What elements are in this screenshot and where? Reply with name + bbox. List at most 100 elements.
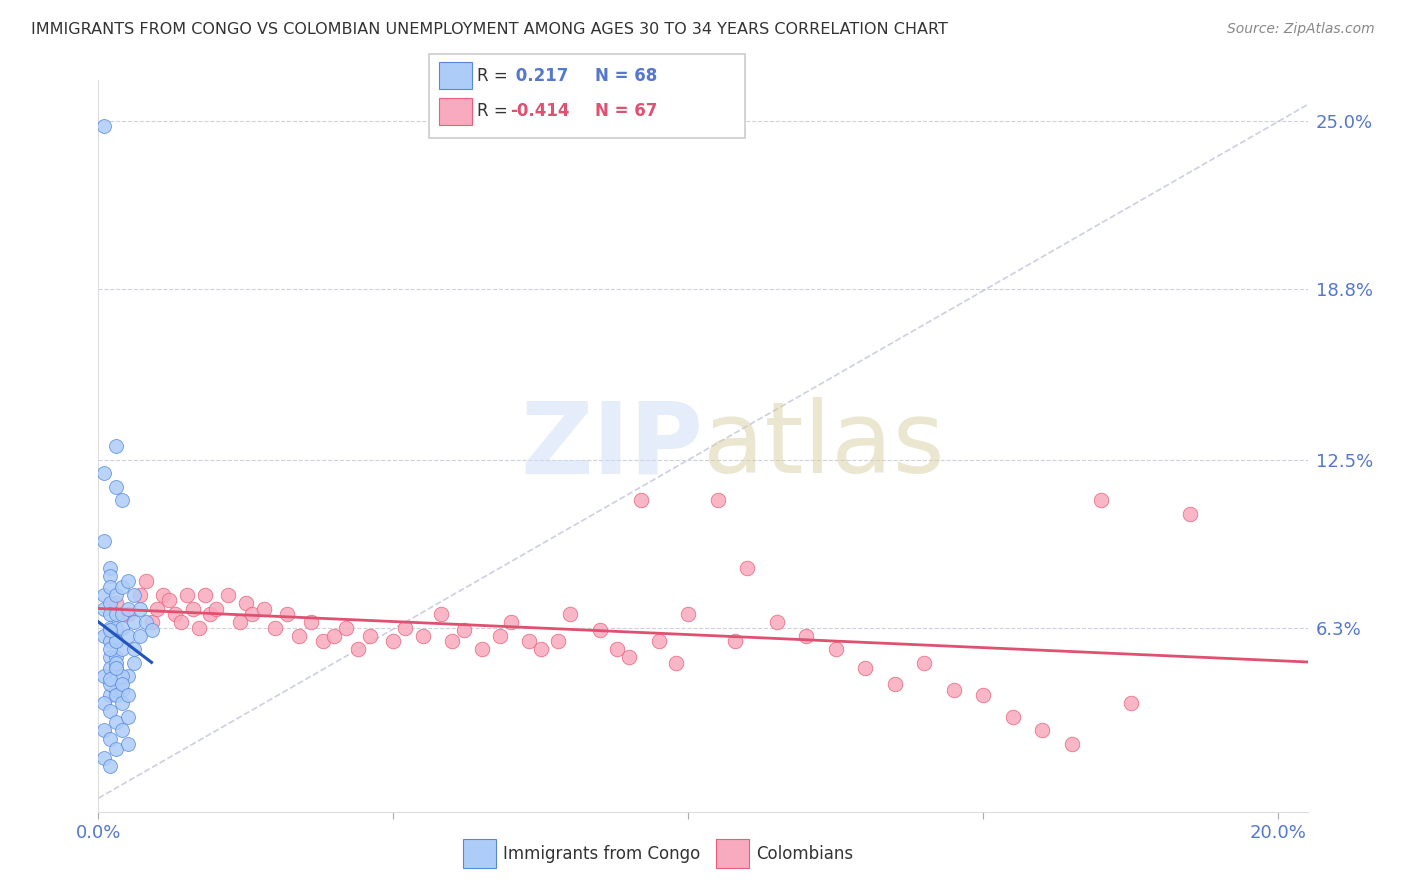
Point — [98, 661, 121, 675]
Point — [117, 607, 139, 621]
Point — [157, 593, 180, 607]
Point — [181, 601, 204, 615]
Point — [93, 601, 115, 615]
Point — [441, 634, 464, 648]
Point — [453, 624, 475, 638]
Point — [648, 634, 671, 648]
Point — [217, 588, 239, 602]
Point — [170, 615, 193, 629]
Text: atlas: atlas — [703, 398, 945, 494]
Point — [117, 710, 139, 724]
Point — [299, 615, 322, 629]
Point — [335, 620, 357, 634]
Point — [98, 677, 121, 691]
Point — [93, 533, 115, 548]
Point — [98, 642, 121, 657]
Point — [98, 705, 121, 719]
Text: Source: ZipAtlas.com: Source: ZipAtlas.com — [1227, 22, 1375, 37]
Point — [429, 607, 451, 621]
Point — [93, 629, 115, 643]
Point — [122, 588, 145, 602]
Point — [1060, 737, 1083, 751]
Point — [105, 661, 128, 675]
Point — [98, 731, 121, 746]
Point — [883, 677, 905, 691]
Point — [205, 601, 228, 615]
Point — [105, 656, 128, 670]
Text: R =: R = — [477, 103, 508, 120]
Point — [560, 607, 582, 621]
Point — [547, 634, 569, 648]
Point — [128, 629, 150, 643]
Point — [111, 580, 134, 594]
Point — [912, 656, 935, 670]
Point — [488, 629, 510, 643]
Point — [1090, 493, 1112, 508]
Point — [264, 620, 287, 634]
Point — [98, 569, 121, 583]
Point — [382, 634, 405, 648]
Point — [105, 682, 128, 697]
Point — [794, 629, 817, 643]
Point — [111, 677, 134, 691]
Text: N = 68: N = 68 — [595, 67, 657, 85]
Point — [252, 601, 274, 615]
Point — [122, 656, 145, 670]
Point — [665, 656, 688, 670]
Text: ZIP: ZIP — [520, 398, 703, 494]
Point — [93, 750, 115, 764]
Point — [111, 723, 134, 738]
Text: -0.414: -0.414 — [510, 103, 569, 120]
Point — [93, 120, 115, 134]
Point — [630, 493, 652, 508]
Point — [1031, 723, 1053, 738]
Point — [141, 615, 163, 629]
Point — [93, 669, 115, 683]
Text: R =: R = — [477, 67, 508, 85]
Point — [972, 688, 994, 702]
Point — [1001, 710, 1024, 724]
Point — [93, 723, 115, 738]
Point — [152, 588, 174, 602]
Point — [98, 580, 121, 594]
Point — [288, 629, 311, 643]
Point — [93, 697, 115, 711]
Point — [105, 634, 128, 648]
Point — [117, 629, 139, 643]
Point — [176, 588, 198, 602]
Point — [619, 650, 641, 665]
Point — [98, 758, 121, 772]
Point — [200, 607, 222, 621]
Point — [146, 601, 169, 615]
Text: IMMIGRANTS FROM CONGO VS COLOMBIAN UNEMPLOYMENT AMONG AGES 30 TO 34 YEARS CORREL: IMMIGRANTS FROM CONGO VS COLOMBIAN UNEMP… — [31, 22, 948, 37]
Point — [98, 634, 121, 648]
Point — [141, 624, 163, 638]
Point — [394, 620, 416, 634]
Point — [98, 596, 121, 610]
Point — [735, 561, 758, 575]
Point — [347, 642, 370, 657]
Point — [853, 661, 876, 675]
Point — [311, 634, 333, 648]
Point — [517, 634, 540, 648]
Point — [135, 615, 157, 629]
Point — [111, 682, 134, 697]
Point — [98, 650, 121, 665]
Text: N = 67: N = 67 — [595, 103, 657, 120]
Point — [1178, 507, 1201, 521]
Point — [165, 607, 187, 621]
Point — [111, 697, 134, 711]
Point — [111, 607, 134, 621]
Point — [105, 742, 128, 756]
Point — [824, 642, 846, 657]
Point — [105, 715, 128, 730]
Point — [98, 688, 121, 702]
Point — [606, 642, 628, 657]
Point — [323, 629, 346, 643]
Text: Immigrants from Congo: Immigrants from Congo — [503, 845, 700, 863]
Point — [128, 601, 150, 615]
Point — [111, 620, 134, 634]
Point — [98, 620, 121, 634]
Point — [105, 439, 128, 453]
Point — [105, 607, 128, 621]
